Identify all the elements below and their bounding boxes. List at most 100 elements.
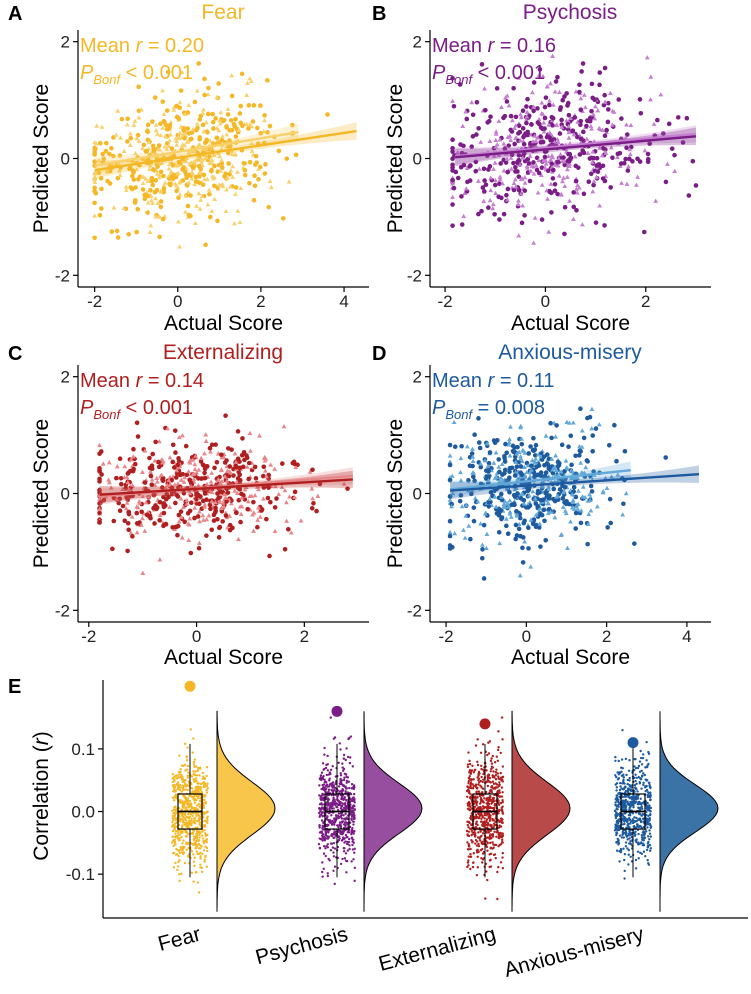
null-point <box>482 805 485 809</box>
null-point <box>634 773 637 776</box>
null-point <box>180 790 183 793</box>
mean-r-annotation: Mean r = 0.20 <box>80 35 204 57</box>
triangle-point <box>517 573 523 578</box>
circle-point <box>578 520 584 526</box>
null-point <box>500 716 504 719</box>
null-point <box>175 821 178 824</box>
null-point <box>332 841 336 845</box>
circle-point <box>585 415 590 421</box>
triangle-point <box>497 176 503 182</box>
triangle-point <box>506 504 511 509</box>
null-point <box>324 833 328 836</box>
null-point <box>337 761 340 764</box>
triangle-point <box>610 108 616 113</box>
null-point <box>346 755 350 759</box>
triangle-point <box>231 221 237 226</box>
circle-point <box>233 116 238 122</box>
null-point <box>192 737 195 740</box>
triangle-point <box>219 467 224 473</box>
circle-point <box>130 534 135 539</box>
null-point <box>639 749 642 753</box>
triangle-point <box>503 95 508 100</box>
null-point <box>466 804 470 807</box>
circle-point <box>514 508 519 514</box>
triangle-point <box>561 175 566 180</box>
circle-point <box>135 434 141 439</box>
null-point <box>195 779 198 782</box>
circle-point <box>158 121 163 127</box>
null-point <box>466 823 469 827</box>
p-value: < 0.001 <box>120 397 193 419</box>
triangle-point <box>286 179 292 184</box>
circle-point <box>234 510 239 515</box>
triangle-point <box>142 528 148 533</box>
null-point <box>476 760 479 764</box>
circle-point <box>220 519 225 524</box>
triangle-point <box>507 498 513 503</box>
r-symbol: r <box>136 35 144 57</box>
triangle-point <box>219 505 225 511</box>
null-point <box>176 787 179 791</box>
triangle-point <box>564 166 570 172</box>
circle-point <box>496 529 502 535</box>
null-point <box>497 836 500 840</box>
triangle-point <box>498 475 504 480</box>
circle-point <box>535 106 540 111</box>
triangle-point <box>282 487 288 493</box>
triangle-point <box>161 111 167 117</box>
circle-point <box>550 470 556 476</box>
circle-point <box>614 458 619 464</box>
circle-point <box>536 463 542 468</box>
null-point <box>324 790 327 794</box>
circle-point <box>566 151 571 157</box>
triangle-point <box>167 138 172 143</box>
circle-point <box>584 458 590 463</box>
circle-point <box>557 131 563 136</box>
circle-point <box>148 515 153 521</box>
circle-point <box>520 545 525 551</box>
null-point <box>348 761 352 765</box>
circle-point <box>202 475 208 481</box>
y-tick-label: 2 <box>61 368 70 387</box>
p-symbol: P <box>80 397 94 419</box>
circle-point <box>134 229 139 235</box>
null-point <box>191 811 195 815</box>
null-point <box>479 798 483 801</box>
circle-point <box>231 473 236 478</box>
circle-point <box>619 116 624 121</box>
triangle-point <box>624 181 630 186</box>
null-point <box>627 769 631 772</box>
circle-point <box>100 151 106 157</box>
triangle-point <box>188 160 193 166</box>
null-point <box>326 837 330 840</box>
null-point <box>329 716 332 719</box>
null-point <box>178 851 182 855</box>
circle-point <box>131 170 136 175</box>
circle-point <box>247 180 252 186</box>
triangle-point <box>92 177 98 182</box>
null-point <box>487 797 491 801</box>
triangle-point <box>531 240 536 245</box>
circle-point <box>571 190 576 195</box>
null-point <box>501 838 504 842</box>
circle-point <box>147 455 152 461</box>
null-point <box>351 840 354 843</box>
triangle-point <box>180 504 186 510</box>
triangle-point <box>512 125 517 130</box>
null-point <box>487 812 491 816</box>
triangle-point <box>651 121 657 126</box>
triangle-point <box>648 74 654 79</box>
triangle-point <box>508 514 514 519</box>
circle-point <box>115 175 121 181</box>
circle-point <box>566 444 571 450</box>
null-point <box>182 821 185 824</box>
triangle-point <box>546 486 552 492</box>
null-point <box>329 821 332 825</box>
circle-point <box>92 145 97 151</box>
triangle-point <box>175 481 181 486</box>
triangle-point <box>176 434 182 440</box>
circle-point <box>502 453 507 459</box>
p-annotation: PBonf < 0.001 <box>80 62 193 87</box>
circle-point <box>504 450 509 456</box>
